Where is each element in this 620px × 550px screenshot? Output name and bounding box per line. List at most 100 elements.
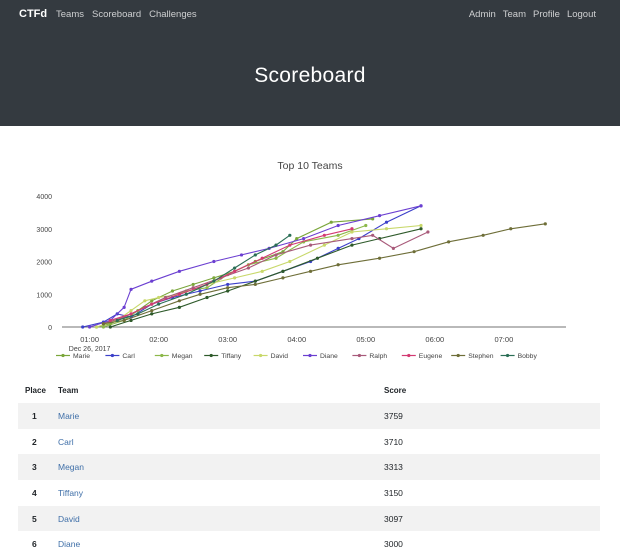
series-line [110, 228, 422, 328]
legend-marker [407, 353, 411, 358]
y-tick-label: 3000 [36, 227, 52, 234]
data-point [226, 289, 230, 293]
data-point [246, 266, 251, 270]
data-point [150, 299, 154, 303]
data-point [426, 230, 430, 234]
data-point [177, 299, 181, 303]
data-point [336, 246, 340, 250]
legend-marker [160, 353, 164, 358]
header-team: Team [58, 386, 79, 395]
series-line [110, 228, 353, 321]
data-point [288, 233, 292, 237]
team-link[interactable]: David [58, 513, 80, 524]
y-tick-label: 4000 [36, 194, 52, 201]
data-point [322, 233, 326, 237]
team-link[interactable]: Tiffany [58, 488, 84, 499]
row-score: 3000 [384, 539, 403, 550]
team-link[interactable]: Diane [58, 539, 81, 550]
y-tick-label: 2000 [36, 260, 52, 267]
nav-logout-link[interactable]: Logout [566, 9, 596, 20]
row-score: 3710 [384, 436, 403, 447]
data-point [481, 233, 485, 237]
legend-label: Tiffany [221, 353, 242, 360]
row-place: 6 [32, 539, 37, 550]
legend-label: David [271, 353, 289, 360]
nav-scoreboard-link[interactable]: Scoreboard [91, 9, 142, 20]
legend-label: Marie [73, 353, 90, 360]
data-point [157, 302, 161, 306]
data-point [212, 276, 216, 280]
data-point [101, 322, 106, 326]
x-tick-label: 07:00 [494, 335, 513, 344]
legend-marker [61, 353, 65, 358]
data-point [233, 276, 237, 280]
data-point [122, 305, 126, 309]
nav-teams-link[interactable]: Teams [56, 9, 84, 20]
legend-marker [456, 353, 460, 358]
row-place: 2 [32, 436, 37, 447]
data-point [205, 295, 209, 300]
data-point [384, 227, 389, 231]
data-point [509, 227, 513, 231]
data-point [150, 309, 154, 313]
nav-team-link[interactable]: Team [502, 9, 526, 20]
data-point [329, 220, 333, 224]
x-tick-label: 04:00 [287, 335, 306, 344]
data-point [191, 282, 195, 287]
data-point [143, 299, 147, 303]
legend-marker [357, 353, 361, 358]
data-point [274, 243, 278, 247]
row-score: 3150 [384, 488, 403, 499]
data-point [419, 223, 423, 228]
data-point [129, 309, 133, 313]
data-point [350, 243, 354, 247]
legend-label: Stephen [468, 353, 494, 360]
data-point [281, 269, 285, 273]
data-point [233, 266, 237, 270]
data-point [260, 256, 264, 260]
x-tick-label: 06:00 [425, 335, 444, 344]
table-row: 3 Megan 3313 [18, 454, 600, 481]
data-point [253, 282, 257, 287]
team-link[interactable]: Megan [58, 462, 84, 473]
table-row: 6 Diane 3000 [18, 531, 600, 550]
row-score: 3313 [384, 462, 403, 473]
data-point [391, 246, 395, 250]
data-point [212, 259, 216, 264]
nav-challenges-link[interactable]: Challenges [149, 9, 197, 20]
legend-label: Bobby [518, 353, 538, 360]
data-point [88, 325, 92, 329]
data-point [336, 263, 340, 267]
legend-marker [308, 353, 312, 358]
data-point [377, 214, 382, 218]
nav-profile-link[interactable]: Profile [533, 9, 560, 20]
data-point [226, 286, 230, 290]
x-tick-sublabel: Dec 26, 2017 [69, 346, 111, 353]
data-point [129, 287, 133, 291]
legend-marker [506, 353, 510, 358]
series-line [96, 224, 422, 328]
legend-marker [209, 353, 213, 358]
data-point [205, 286, 209, 290]
scoreboard-chart[interactable]: Top 10 Teams 0 1000 2000 3000 4000 01:00 Dec 26… [0, 150, 620, 370]
data-point [150, 279, 154, 283]
header-score: Score [384, 386, 407, 395]
team-link[interactable]: Marie [58, 411, 80, 421]
data-point [274, 256, 278, 260]
data-point [419, 204, 423, 208]
x-tick-label: 03:00 [218, 335, 237, 344]
data-point [288, 243, 292, 247]
brand-logo[interactable]: CTFd [19, 8, 48, 20]
data-point [364, 223, 368, 228]
legend-marker [110, 353, 114, 358]
table-row: 5 David 3097 [18, 505, 600, 532]
data-point [308, 243, 313, 247]
legend-label: Carl [122, 353, 135, 360]
nav-admin-link[interactable]: Admin [468, 9, 496, 20]
scoreboard-table: Place Team Score 1 Marie 3759 2 Carl 371… [18, 377, 600, 550]
row-score: 3097 [384, 513, 403, 524]
team-link[interactable]: Carl [58, 436, 74, 447]
data-point [212, 279, 216, 283]
data-point [302, 236, 306, 241]
data-point [412, 250, 416, 254]
